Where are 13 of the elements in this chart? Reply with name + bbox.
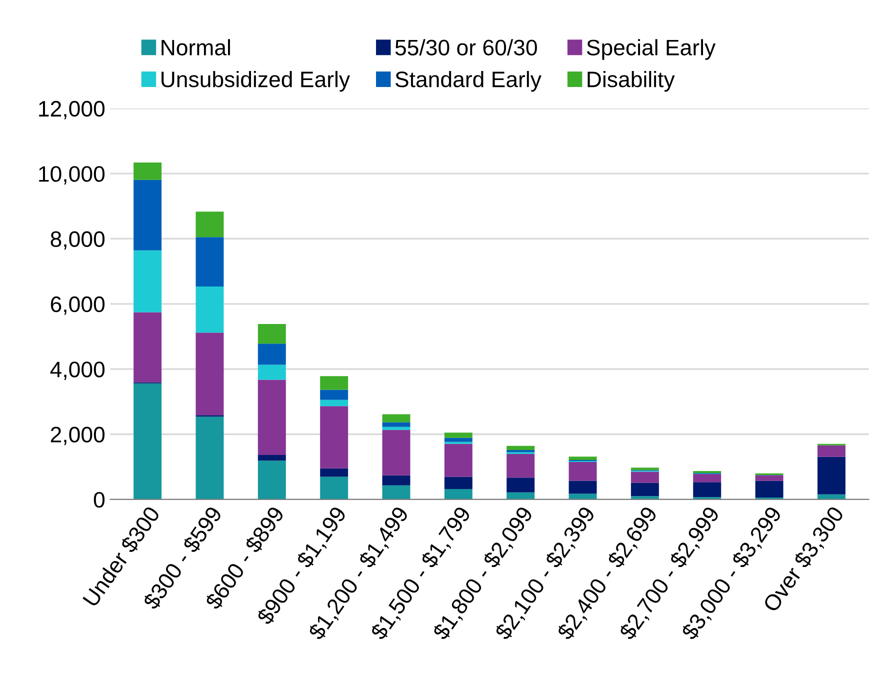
y-tick-label: 12,000 (39, 100, 105, 120)
legend-label: Disability (588, 70, 675, 92)
y-tick-label: 2,000 (50, 426, 105, 446)
y-tick-label: 10,000 (39, 166, 105, 184)
y-tick-label: 8,000 (50, 231, 105, 250)
legend-label: Special Early (586, 39, 716, 60)
y-tick-label: 6,000 (50, 296, 105, 315)
y-tick-label: 4,000 (50, 362, 105, 380)
legend-label: Unsubsidized Early (162, 70, 350, 92)
legend-label: Standard Early (395, 70, 542, 92)
legend-label: 55/30 or 60/30 (395, 39, 537, 56)
y-tick-label: 0 (94, 492, 105, 508)
legend-label: Normal (162, 39, 230, 56)
